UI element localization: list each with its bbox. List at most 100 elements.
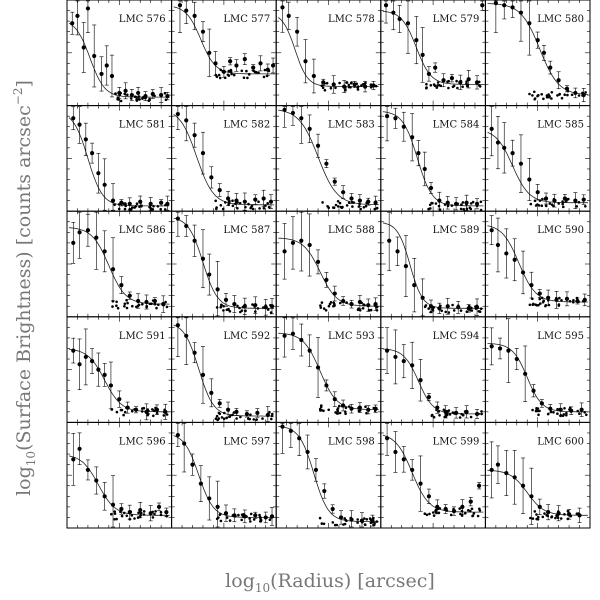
data-point bbox=[161, 302, 166, 307]
background-point bbox=[476, 514, 480, 518]
background-point bbox=[218, 412, 222, 416]
data-point bbox=[422, 166, 427, 172]
background-point bbox=[319, 304, 322, 307]
background-point bbox=[436, 84, 439, 87]
background-point bbox=[219, 519, 223, 523]
background-point bbox=[343, 522, 347, 526]
data-point bbox=[251, 65, 256, 70]
data-point bbox=[190, 462, 195, 467]
background-point bbox=[251, 207, 255, 211]
background-point bbox=[428, 512, 431, 516]
background-point bbox=[460, 203, 463, 206]
background-point bbox=[360, 84, 363, 87]
panel-grid: LMC 576 LMC 577 LMC 578 LMC 579 LMC 580 LMC 5… bbox=[66, 0, 591, 529]
data-point bbox=[253, 303, 258, 308]
data-point bbox=[127, 293, 132, 298]
background-point bbox=[117, 207, 121, 211]
background-point bbox=[543, 512, 546, 515]
data-point bbox=[117, 397, 122, 402]
data-point bbox=[502, 3, 507, 8]
data-point bbox=[90, 359, 95, 364]
panel: LMC 594 bbox=[380, 316, 486, 423]
data-point bbox=[150, 91, 155, 97]
background-point bbox=[123, 302, 127, 306]
data-point bbox=[437, 306, 442, 311]
background-point bbox=[215, 306, 219, 309]
background-point bbox=[557, 202, 560, 205]
data-point bbox=[466, 306, 471, 311]
data-point bbox=[184, 223, 189, 229]
background-point bbox=[469, 415, 473, 419]
panel: LMC 595 bbox=[484, 316, 591, 423]
background-point bbox=[347, 83, 351, 87]
background-point bbox=[558, 296, 561, 300]
data-point bbox=[117, 90, 122, 96]
background-point bbox=[539, 302, 542, 305]
background-point bbox=[541, 197, 544, 201]
background-point bbox=[576, 409, 579, 413]
background-point bbox=[447, 311, 451, 314]
data-point bbox=[546, 510, 551, 515]
background-point bbox=[219, 306, 222, 309]
background-point bbox=[542, 299, 545, 303]
background-point bbox=[458, 416, 462, 419]
data-point bbox=[418, 481, 423, 486]
data-point bbox=[510, 5, 515, 10]
background-point bbox=[347, 85, 351, 89]
data-point bbox=[215, 287, 220, 292]
background-point bbox=[113, 518, 116, 521]
data-point bbox=[311, 73, 316, 79]
background-point bbox=[339, 205, 343, 209]
background-point bbox=[133, 95, 137, 98]
background-point bbox=[585, 413, 588, 417]
background-point bbox=[552, 411, 555, 414]
background-point bbox=[270, 417, 273, 421]
data-point bbox=[192, 133, 197, 138]
panel-label: LMC 599 bbox=[433, 436, 480, 447]
data-point bbox=[474, 201, 480, 206]
data-point bbox=[543, 196, 549, 201]
data-point bbox=[342, 84, 347, 89]
background-point bbox=[344, 88, 347, 92]
background-point bbox=[572, 299, 575, 302]
data-point bbox=[518, 10, 524, 15]
data-point bbox=[207, 50, 212, 55]
panel-label: LMC 576 bbox=[119, 14, 166, 25]
panel: LMC 597 bbox=[171, 421, 277, 529]
background-point bbox=[122, 413, 125, 417]
background-point bbox=[545, 513, 548, 517]
data-point bbox=[497, 346, 503, 351]
background-point bbox=[550, 515, 553, 519]
data-point bbox=[110, 198, 116, 203]
data-point bbox=[414, 38, 419, 43]
background-point bbox=[425, 513, 429, 517]
background-point bbox=[257, 200, 260, 203]
background-point bbox=[230, 72, 233, 76]
background-point bbox=[259, 517, 262, 520]
background-point bbox=[222, 304, 225, 308]
data-point bbox=[387, 238, 392, 243]
data-point bbox=[468, 499, 473, 504]
panel-label: LMC 593 bbox=[328, 331, 375, 342]
background-point bbox=[154, 510, 157, 513]
data-point bbox=[437, 198, 442, 203]
data-point bbox=[108, 383, 114, 388]
data-point bbox=[234, 198, 239, 203]
background-point bbox=[231, 204, 235, 208]
data-point bbox=[242, 514, 247, 519]
background-point bbox=[214, 199, 217, 203]
panel: LMC 587 bbox=[171, 210, 277, 318]
data-point bbox=[221, 69, 226, 74]
data-point bbox=[454, 201, 459, 206]
panel: LMC 583 bbox=[275, 105, 382, 212]
data-point bbox=[383, 3, 389, 8]
background-point bbox=[267, 205, 271, 209]
background-point bbox=[258, 513, 261, 517]
data-point bbox=[290, 110, 296, 116]
background-point bbox=[152, 414, 155, 418]
background-point bbox=[350, 81, 353, 84]
background-point bbox=[262, 207, 266, 210]
background-point bbox=[268, 410, 271, 414]
background-point bbox=[529, 202, 533, 206]
y-axis-title-close: ] bbox=[13, 80, 35, 87]
